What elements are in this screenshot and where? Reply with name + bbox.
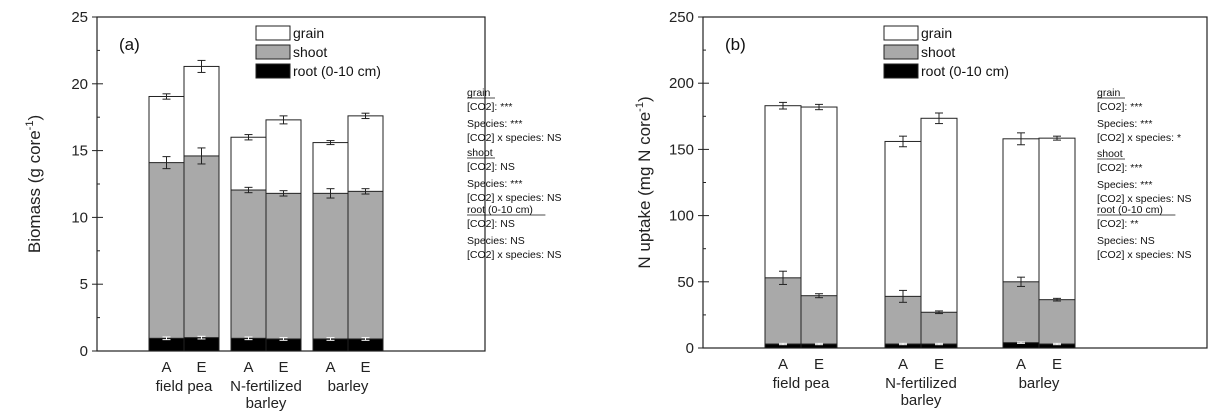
y-tick-label: 20	[71, 76, 88, 93]
bar-label: A	[1016, 356, 1026, 373]
y-tick-label: 50	[677, 274, 694, 291]
stat-heading: grain	[467, 87, 491, 99]
stat-line: Species: NS	[467, 235, 525, 247]
stat-line: Species: ***	[1097, 118, 1152, 130]
group-label: barley	[1019, 375, 1060, 392]
group-label: barley	[901, 392, 942, 409]
y-tick-label: 150	[669, 141, 694, 158]
bar-label: E	[934, 356, 944, 373]
stat-line: Species: ***	[1097, 179, 1152, 191]
bar-shoot-5	[1038, 299, 1076, 349]
legend-label: grain	[293, 25, 324, 41]
bar-label: E	[1052, 356, 1062, 373]
legend-label: shoot	[921, 44, 955, 60]
bar-root-1	[183, 337, 220, 352]
stat-line: [CO2]: ***	[1097, 162, 1143, 174]
group-label: N-fertilized	[885, 375, 957, 392]
panel-a: 0 5 10 15 20 25 Biomass (g core-1) (a) A E A E A Efie…	[24, 9, 562, 412]
y-tick-label: 5	[80, 276, 88, 293]
stat-heading: grain	[1097, 87, 1121, 99]
stat-heading: root (0-10 cm)	[467, 204, 533, 216]
legend-label: shoot	[293, 44, 327, 60]
bar-label: A	[243, 359, 253, 376]
stat-line: [CO2] x species: *	[1097, 132, 1181, 144]
stat-line: [CO2] x species: NS	[467, 132, 562, 144]
legend-swatch	[883, 25, 919, 41]
y-tick-label: 0	[686, 340, 694, 357]
y-tick-label: 250	[669, 9, 694, 26]
y-tick-label: 10	[71, 209, 88, 226]
legend-swatch	[255, 25, 291, 41]
stat-line: [CO2] x species: NS	[1097, 193, 1192, 205]
bar-shoot-1	[800, 295, 838, 349]
bar-label: A	[325, 359, 335, 376]
panel-label: (a)	[119, 35, 140, 54]
bar-label: A	[898, 356, 908, 373]
bar-shoot-4	[1002, 281, 1040, 349]
stat-line: [CO2]: **	[1097, 218, 1138, 230]
stat-line: [CO2]: ***	[1097, 101, 1143, 113]
y-axis-label: N uptake (mg N core-1)	[634, 96, 654, 268]
bar-shoot-1	[183, 155, 220, 352]
bar-shoot-2	[884, 295, 922, 349]
stat-line: [CO2]: ***	[467, 101, 513, 113]
legend-label: root (0-10 cm)	[921, 63, 1009, 79]
bar-label: A	[778, 356, 788, 373]
legend-swatch	[883, 44, 919, 60]
bar-label: E	[196, 359, 206, 376]
bar-shoot-2	[230, 189, 267, 352]
stat-line: Species: ***	[467, 178, 522, 190]
bar-shoot-3	[920, 311, 958, 349]
group-label: field pea	[773, 375, 830, 392]
stat-heading: root (0-10 cm)	[1097, 204, 1163, 216]
bar-shoot-0	[764, 277, 802, 349]
legend-swatch	[255, 44, 291, 60]
group-label: N-fertilized	[230, 378, 302, 395]
stat-line: Species: ***	[467, 118, 522, 130]
y-tick-label: 15	[71, 143, 88, 160]
bar-root-2	[230, 337, 267, 352]
legend-label: root (0-10 cm)	[293, 63, 381, 79]
bar-label: E	[814, 356, 824, 373]
bar-root-0	[148, 337, 185, 352]
stat-heading: shoot	[467, 147, 493, 159]
y-tick-label: 100	[669, 208, 694, 225]
legend-label: grain	[921, 25, 952, 41]
bar-label: E	[278, 359, 288, 376]
y-tick-label: 200	[669, 75, 694, 92]
group-label: barley	[328, 378, 369, 395]
stat-line: [CO2] x species: NS	[1097, 249, 1192, 261]
stat-line: Species: NS	[1097, 235, 1155, 247]
bar-shoot-4	[312, 192, 349, 352]
bar-shoot-0	[148, 162, 185, 352]
stat-heading: shoot	[1097, 148, 1123, 160]
bar-label: E	[360, 359, 370, 376]
stat-line: [CO2]: NS	[467, 161, 515, 173]
stat-line: [CO2] x species: NS	[467, 249, 562, 261]
y-axis-label: Biomass (g core-1)	[24, 115, 44, 253]
legend-swatch	[255, 63, 291, 79]
y-tick-label: 0	[80, 343, 88, 360]
stat-line: [CO2] x species: NS	[467, 192, 562, 204]
group-label: barley	[246, 395, 287, 412]
y-tick-label: 25	[71, 9, 88, 26]
bar-shoot-3	[265, 192, 302, 352]
stat-line: [CO2]: NS	[467, 218, 515, 230]
legend-swatch	[883, 63, 919, 79]
bar-label: A	[161, 359, 171, 376]
group-label: field pea	[156, 378, 213, 395]
bar-shoot-5	[347, 190, 384, 352]
panel-b: 0 50 100 150 200 250 N uptake (mg N core-1) (b)…	[634, 9, 1208, 409]
panel-label: (b)	[725, 35, 746, 54]
